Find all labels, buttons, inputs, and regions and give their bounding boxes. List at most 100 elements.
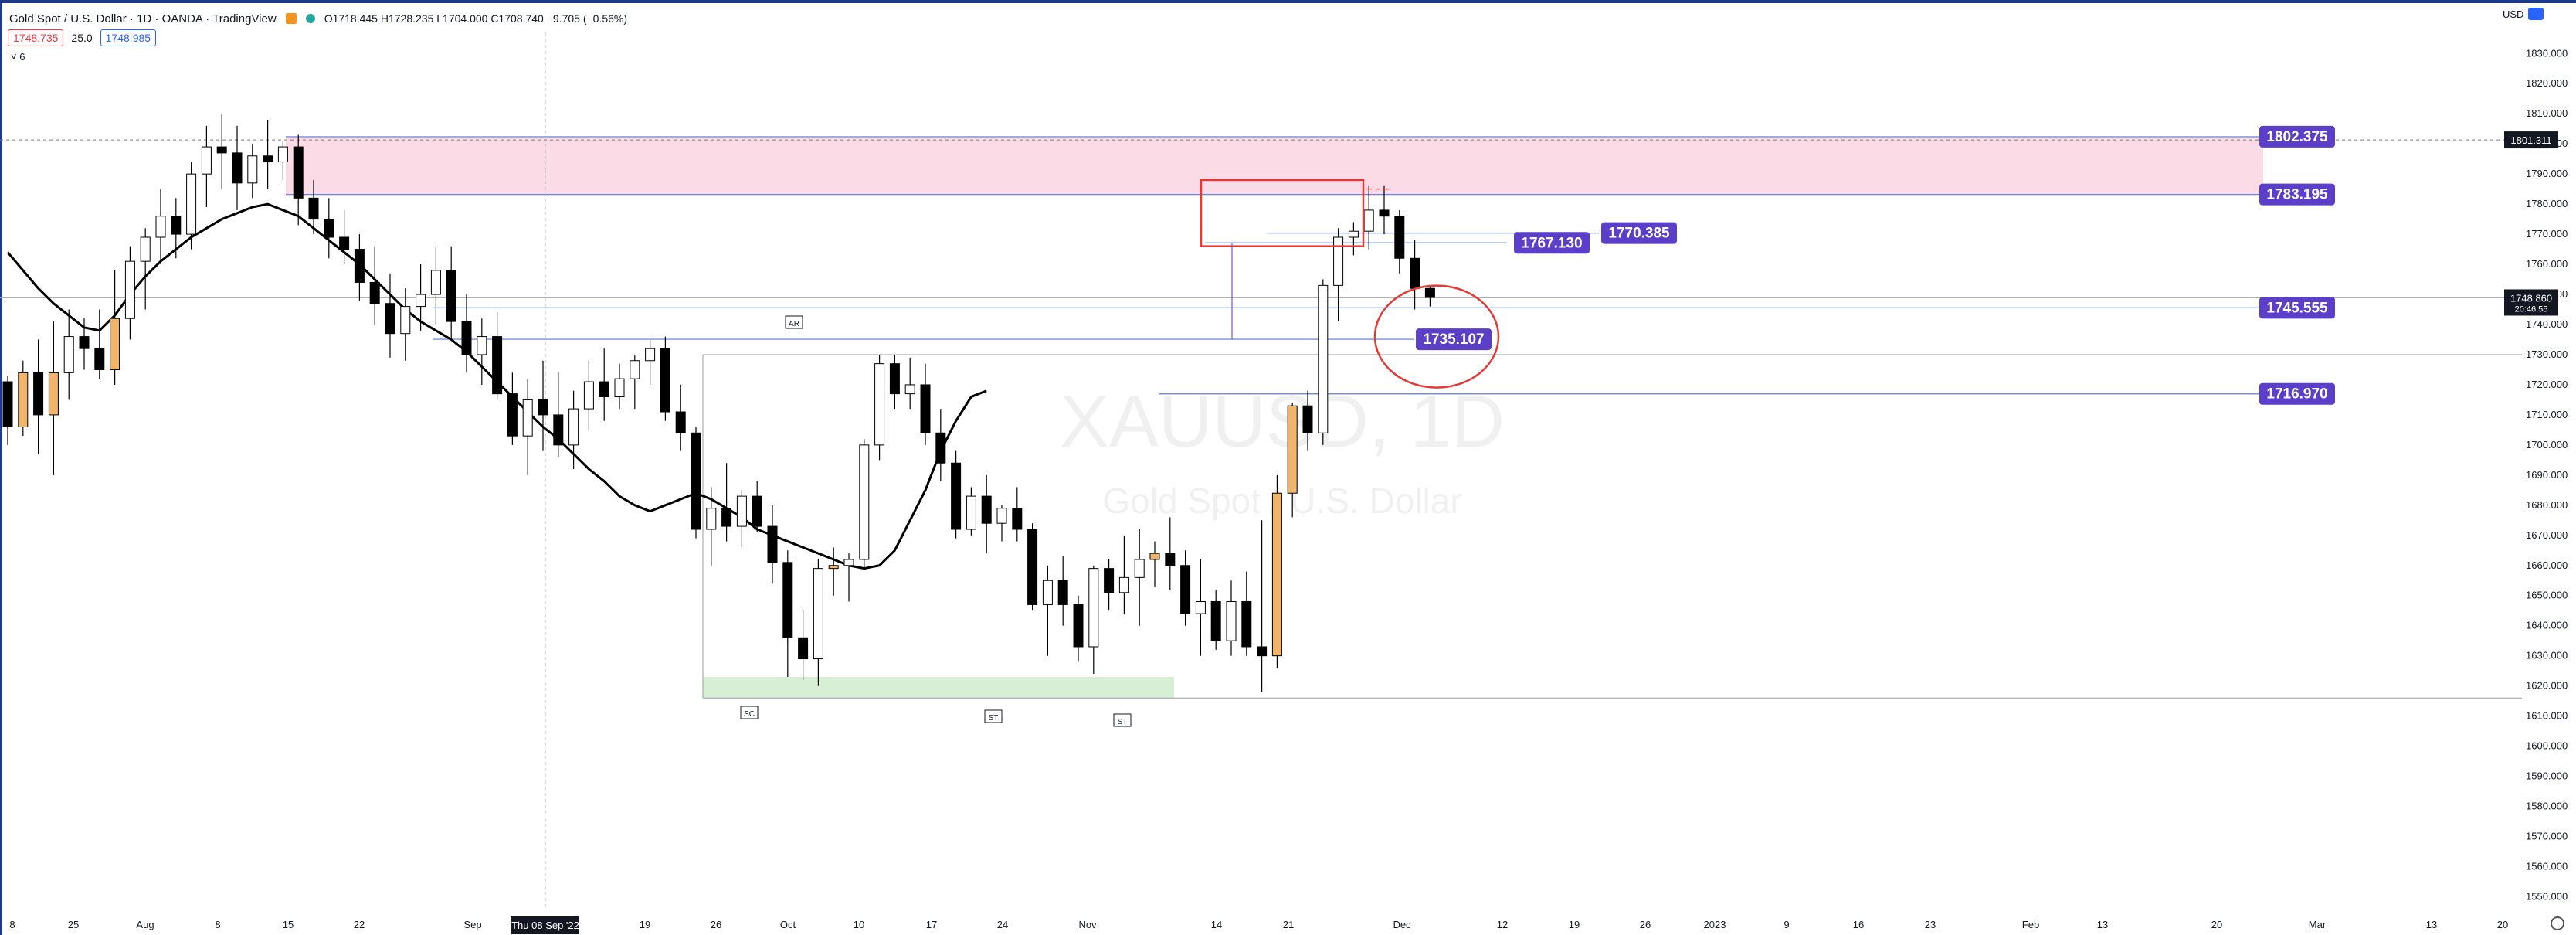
currency-flag-icon — [285, 13, 297, 24]
x-tick-label: 10 — [854, 919, 864, 930]
candle-body — [996, 508, 1007, 524]
y-tick-label: 1640.000 — [2526, 620, 2568, 631]
candle-body — [691, 432, 701, 530]
candle-body — [1302, 405, 1313, 434]
level-label: 1783.195 — [2266, 187, 2328, 203]
candle-body — [1042, 580, 1053, 605]
y-tick-label: 1670.000 — [2526, 529, 2568, 541]
scale-mode-icon[interactable] — [2528, 8, 2544, 20]
candle-body — [1271, 492, 1282, 657]
level-label: 1802.375 — [2266, 129, 2328, 145]
candle-body — [155, 216, 166, 238]
symbol-title[interactable]: Gold Spot / U.S. Dollar · 1D · OANDA · T… — [9, 12, 277, 26]
candle-body — [1363, 209, 1374, 232]
candle-body — [966, 495, 976, 530]
candle-body — [1333, 236, 1344, 286]
candle-body — [1318, 284, 1329, 434]
candle-body — [308, 197, 319, 220]
candle-body — [904, 384, 915, 395]
buy-price-button[interactable]: 1748.985 — [100, 29, 157, 46]
x-tick-label: 9 — [1784, 919, 1789, 930]
x-tick-label: 16 — [1853, 919, 1864, 930]
candle-body — [94, 348, 105, 370]
candle-body — [171, 216, 182, 235]
candle-body — [1348, 230, 1359, 238]
price-axis-tag-label: 1748.860 — [2510, 292, 2552, 304]
candle-body — [140, 236, 151, 262]
candle-body — [492, 336, 503, 395]
indicators-toggle[interactable]: ˅ 6 — [11, 51, 25, 63]
candle-body — [614, 378, 625, 398]
candle-body — [874, 363, 885, 446]
candle-body — [232, 152, 243, 184]
y-tick-label: 1780.000 — [2526, 198, 2568, 209]
wyckoff-label: AR — [789, 320, 799, 328]
candle-body — [1012, 508, 1023, 530]
candle-body — [951, 462, 962, 530]
candle-body — [124, 260, 135, 319]
x-tick-label: Feb — [2022, 919, 2039, 930]
candle-body — [1104, 568, 1115, 593]
candle-body — [33, 372, 44, 416]
x-tick-label: 12 — [1497, 919, 1508, 930]
sell-price-button[interactable]: 1748.735 — [8, 29, 64, 46]
x-tick-label: 23 — [1925, 919, 1936, 930]
candle-body — [660, 348, 670, 413]
x-tick-label: 13 — [2426, 919, 2437, 930]
candle-body — [1424, 287, 1435, 298]
candle-body — [1257, 646, 1268, 657]
candle-body — [247, 155, 258, 184]
x-tick-label: 15 — [283, 919, 294, 930]
x-tick-label: 20 — [2211, 919, 2222, 930]
market-status-icon — [305, 14, 315, 23]
candle-body — [263, 155, 273, 163]
candle-body — [354, 249, 365, 283]
y-tick-label: 1680.000 — [2526, 499, 2568, 511]
level-label-box — [2259, 297, 2335, 319]
candle-body — [767, 525, 778, 563]
watermark-symbol: XAUUSD, 1D — [1060, 380, 1505, 463]
candle-body — [216, 146, 227, 154]
y-tick-label: 1740.000 — [2526, 318, 2568, 330]
candle-body — [385, 303, 395, 335]
spread-value: 25.0 — [71, 32, 93, 44]
y-tick-label: 1790.000 — [2526, 168, 2568, 179]
candle-body — [813, 568, 823, 660]
candle-body — [1241, 601, 1252, 648]
candle-body — [538, 399, 548, 416]
y-tick-label: 1590.000 — [2526, 770, 2568, 782]
candle-body — [782, 562, 793, 638]
candle-body — [859, 444, 870, 560]
y-tick-label: 1650.000 — [2526, 590, 2568, 601]
candle-body — [935, 432, 946, 464]
gear-icon[interactable] — [2551, 916, 2564, 930]
x-tick-label: 17 — [926, 919, 937, 930]
wyckoff-label: ST — [989, 714, 999, 722]
wyckoff-label-box — [785, 315, 803, 329]
candle-body — [522, 399, 533, 437]
watermark-name: Gold Spot / U.S. Dollar — [1102, 481, 1461, 521]
chart-legend: Gold Spot / U.S. Dollar · 1D · OANDA · T… — [9, 8, 627, 29]
level-label-box — [2259, 125, 2335, 148]
candle-body — [369, 281, 380, 304]
candle-body — [583, 381, 594, 410]
level-label: 1767.130 — [1521, 235, 1582, 251]
x-tick-label: 19 — [1569, 919, 1580, 930]
y-tick-label: 1570.000 — [2526, 830, 2568, 842]
x-tick-label: 19 — [640, 919, 650, 930]
y-tick-label: 1630.000 — [2526, 650, 2568, 661]
x-tick-label: Nov — [1078, 919, 1097, 930]
y-tick-label: 1710.000 — [2526, 409, 2568, 420]
level-label-box — [1601, 222, 1677, 244]
ohlc-values: O1718.445 H1728.235 L1704.000 C1708.740 … — [324, 12, 628, 25]
y-tick-label: 1560.000 — [2526, 860, 2568, 872]
x-tick-label: 26 — [711, 919, 721, 930]
x-tick-label: 22 — [354, 919, 365, 930]
candle-body — [339, 236, 350, 250]
x-tick-label: Dec — [1393, 919, 1411, 930]
x-tick-label: 8 — [9, 919, 15, 930]
currency-selector[interactable]: USD — [2503, 8, 2544, 20]
candle-body — [920, 384, 931, 434]
price-axis-tag — [2504, 131, 2558, 149]
